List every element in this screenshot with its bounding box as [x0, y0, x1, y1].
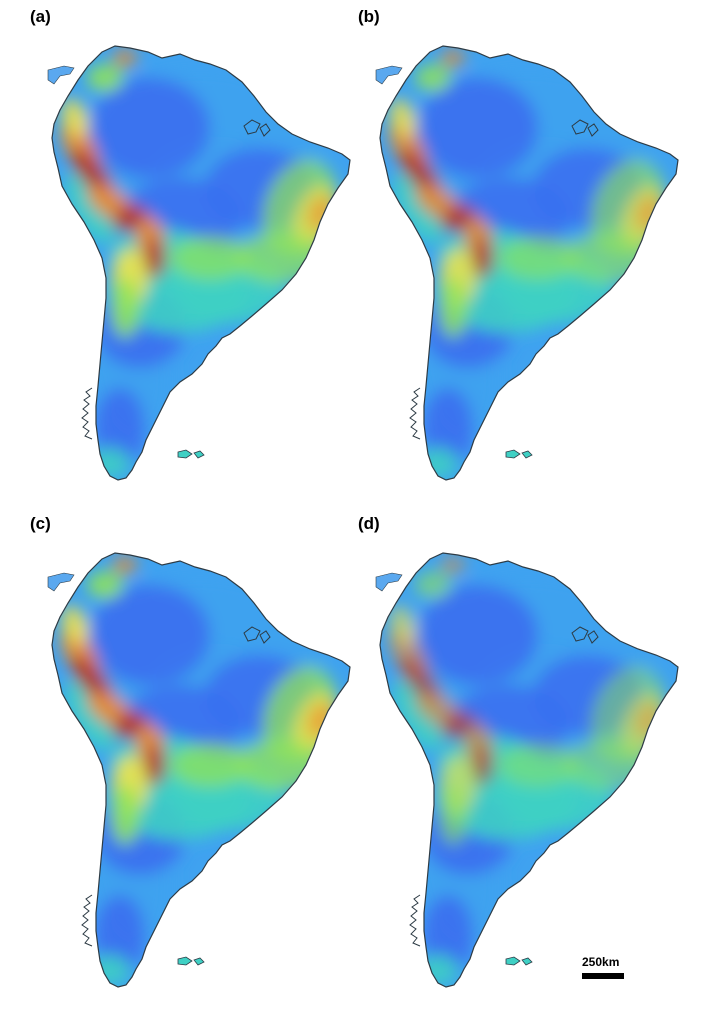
value-region — [64, 679, 116, 751]
value-region — [87, 571, 123, 599]
value-region — [95, 388, 145, 468]
value-region — [392, 172, 444, 244]
value-region — [90, 448, 130, 478]
value-region — [441, 50, 465, 66]
colour-field — [60, 557, 338, 985]
value-region — [473, 745, 493, 785]
coastline — [379, 552, 679, 988]
value-region — [418, 585, 538, 685]
value-region — [392, 679, 444, 751]
river-delta — [571, 119, 599, 137]
value-region — [90, 955, 130, 985]
fjord-coast — [409, 894, 421, 947]
value-region — [145, 238, 165, 278]
colour-field — [60, 50, 338, 478]
coastline — [379, 45, 679, 481]
value-region — [423, 388, 473, 468]
value-region — [399, 150, 441, 196]
value-region — [90, 78, 210, 178]
panel-label-c: (c) — [30, 514, 51, 533]
value-region — [95, 895, 145, 975]
panel-label-d: (d) — [358, 514, 380, 533]
value-region — [113, 50, 137, 66]
value-region — [145, 745, 165, 785]
river-delta — [243, 626, 271, 644]
fjord-coast — [81, 387, 93, 440]
value-region — [87, 64, 123, 92]
scale-bar: 250km — [582, 955, 626, 981]
value-region — [64, 172, 116, 244]
south-america-map-b — [375, 45, 679, 481]
coastline — [51, 552, 351, 988]
value-region — [439, 785, 467, 845]
lake-shape — [375, 572, 403, 592]
value-region — [415, 64, 451, 92]
value-region — [399, 657, 441, 703]
lake-shape — [375, 65, 403, 85]
value-region — [473, 238, 493, 278]
river-delta — [243, 119, 271, 137]
lake-shape — [47, 572, 75, 592]
falkland-islands — [177, 449, 205, 459]
value-region — [170, 743, 250, 787]
map-panel-d: (d) — [358, 515, 698, 1010]
south-america-map-a — [47, 45, 351, 481]
scale-bar-line — [582, 973, 624, 979]
value-region — [439, 278, 467, 338]
falkland-islands — [505, 956, 533, 966]
map-panel-a: (a) — [30, 8, 370, 503]
value-region — [61, 98, 89, 138]
map-panel-c: (c) — [30, 515, 370, 1010]
value-region — [61, 605, 89, 645]
falkland-islands — [505, 449, 533, 459]
panel-label-b: (b) — [358, 7, 380, 26]
value-region — [418, 78, 538, 178]
value-region — [441, 557, 465, 573]
falkland-islands — [177, 956, 205, 966]
fjord-coast — [81, 894, 93, 947]
value-region — [170, 236, 250, 280]
fjord-coast — [409, 387, 421, 440]
map-panel-b: (b) — [358, 8, 698, 503]
coastline — [51, 45, 351, 481]
south-america-map-c — [47, 552, 351, 988]
value-region — [113, 557, 137, 573]
value-region — [418, 955, 458, 985]
value-region — [90, 585, 210, 685]
value-region — [71, 657, 113, 703]
value-region — [111, 785, 139, 845]
value-region — [498, 743, 578, 787]
panel-label-a: (a) — [30, 7, 51, 26]
lake-shape — [47, 65, 75, 85]
value-region — [418, 448, 458, 478]
colour-field — [388, 557, 666, 985]
scale-bar-label: 250km — [582, 955, 620, 969]
river-delta — [571, 626, 599, 644]
colour-field — [388, 50, 666, 478]
value-region — [111, 278, 139, 338]
value-region — [415, 571, 451, 599]
value-region — [423, 895, 473, 975]
value-region — [389, 605, 417, 645]
value-region — [498, 236, 578, 280]
value-region — [389, 98, 417, 138]
value-region — [71, 150, 113, 196]
south-america-map-d — [375, 552, 679, 988]
